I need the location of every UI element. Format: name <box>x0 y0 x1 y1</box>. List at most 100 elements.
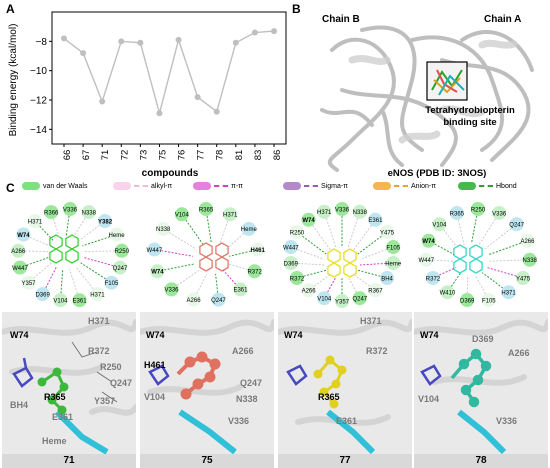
interaction-line <box>484 223 517 250</box>
ligand-ring <box>49 234 63 250</box>
residue-label: H461 <box>250 248 265 254</box>
ligand-ring <box>327 248 341 264</box>
label-v336: V336 <box>496 416 518 426</box>
residue-node <box>317 291 332 306</box>
residue-label: F105 <box>482 298 496 304</box>
residue-label: Y382 <box>98 219 113 225</box>
residue-node <box>12 260 27 275</box>
residue-label: Y357 <box>335 299 350 305</box>
residue-node <box>301 283 316 298</box>
ligand-ring <box>65 234 79 250</box>
x-tick-label: 86 <box>272 150 283 161</box>
binding-energy-chart: −8 −10 −12 −14 66 67 71 72 73 75 76 77 78 81 83 86 Bin… <box>8 11 287 179</box>
anion-pi-swatch <box>373 182 391 190</box>
residue-label: W74 <box>17 233 30 239</box>
residue-node <box>386 240 401 255</box>
sigma-pi-swatch <box>283 182 301 190</box>
sigma-pi-line <box>304 185 318 187</box>
plot-frame <box>51 11 287 145</box>
residue-label: W447 <box>12 266 28 272</box>
label-v336: V336 <box>228 416 250 426</box>
label-w74: W74 <box>420 330 439 340</box>
alkyl-pi-line <box>134 185 148 187</box>
interaction-line <box>75 266 98 295</box>
label-e361: E361 <box>52 412 74 422</box>
residue-node <box>368 283 383 298</box>
x-tick-label: 67 <box>81 150 92 161</box>
residue-node <box>289 225 304 239</box>
interaction-line <box>181 213 204 245</box>
vdw-swatch <box>22 182 40 190</box>
residue-label: V104 <box>53 299 68 305</box>
ligand-structure <box>199 242 229 272</box>
residue-node <box>72 293 87 308</box>
residue-label: W447 <box>147 248 163 254</box>
pose-render-75 <box>140 319 274 455</box>
ligand-ring <box>49 248 63 264</box>
pi-pi-swatch <box>193 182 211 190</box>
residue-node <box>156 221 171 236</box>
residue-label: N338 <box>523 258 538 264</box>
structure-caption: eNOS (PDB ID: 3NOS) <box>388 168 487 178</box>
data-point <box>271 28 277 35</box>
x-tick-label: 73 <box>138 150 149 161</box>
interaction-diagram-75: R365 H371 Heme H461 R372 E361 Q247 A266 V336 W74 W… <box>147 202 265 307</box>
residue-node <box>421 233 436 248</box>
interaction-line <box>359 246 394 260</box>
data-point <box>213 108 220 115</box>
residue-label: E361 <box>368 218 383 224</box>
residue-label: W74 <box>422 239 435 245</box>
residue-node <box>250 242 265 257</box>
ligand-ring <box>453 258 467 274</box>
label-a266: A266 <box>232 346 254 356</box>
y-tick-label: −12 <box>30 96 47 107</box>
panel-label-a: A <box>6 2 15 16</box>
residue-node <box>35 287 50 302</box>
render-panel-77: W74 H371 R372 R365 E361 77 <box>278 312 412 468</box>
residue-label: D369 <box>284 261 299 267</box>
label-h371: H371 <box>360 316 382 326</box>
residue-label: R250 <box>115 249 130 255</box>
label-r365: R365 <box>318 392 340 402</box>
data-point <box>99 98 106 105</box>
x-tick-label: 81 <box>234 150 245 161</box>
residue-node <box>241 221 256 236</box>
residue-node <box>380 271 395 285</box>
pi-pi-line <box>214 185 228 187</box>
residue-node <box>419 252 434 267</box>
residue-label: Heme <box>385 261 402 267</box>
binding-site-label-2: binding site <box>443 117 496 128</box>
label-w74: W74 <box>284 330 303 340</box>
data-point <box>194 94 201 101</box>
residue-label: BH4 <box>381 276 393 282</box>
label-q247: Q247 <box>240 378 263 388</box>
residue-node <box>283 240 298 255</box>
ligand-ring <box>215 242 229 258</box>
render-panel-78: W74 D369 A266 V104 V336 78 <box>414 312 548 468</box>
interaction-line <box>157 263 195 272</box>
ligand-structure <box>327 248 357 278</box>
residue-node <box>386 255 401 270</box>
residue-label: E361 <box>233 288 248 294</box>
residue-node <box>449 205 464 220</box>
label-h461: H461 <box>144 360 166 370</box>
interaction-line <box>489 259 530 262</box>
residue-node <box>368 212 383 227</box>
interaction-line <box>478 212 500 246</box>
residue-label: W447 <box>283 245 299 251</box>
data-point <box>156 110 163 117</box>
residue-label: N338 <box>82 210 97 216</box>
interaction-legend: van der Waals alkyl-π π-π Sigma-π Anion-… <box>18 180 550 198</box>
render-panel-75: W74 H461 A266 V104 Q247 N338 V336 75 <box>140 312 274 468</box>
x-tick-label: 72 <box>119 150 130 161</box>
residue-label: R367 <box>368 289 383 295</box>
hbond-swatch <box>458 182 476 190</box>
residue-node <box>471 202 485 216</box>
residue-label: Heme <box>241 227 258 233</box>
data-point <box>61 35 67 42</box>
label-q247: Q247 <box>110 378 133 388</box>
label-v104: V104 <box>144 392 166 402</box>
residue-node <box>301 212 316 227</box>
residue-label: V104 <box>317 297 332 303</box>
